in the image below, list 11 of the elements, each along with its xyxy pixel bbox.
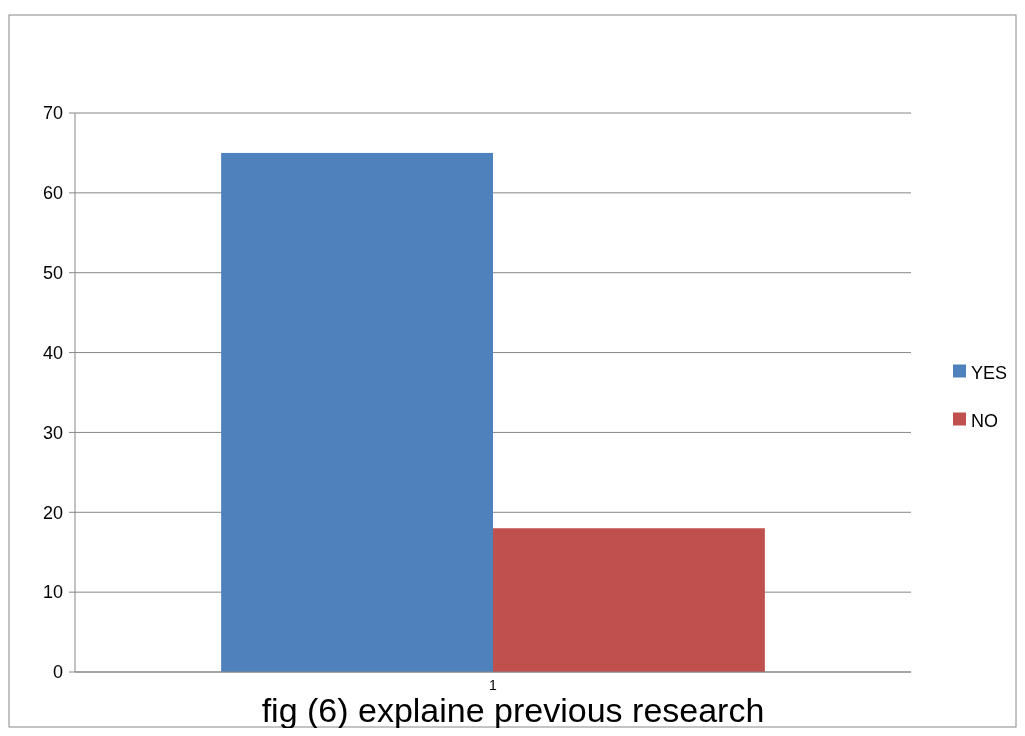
y-tick-label: 10 (42, 582, 63, 603)
legend-label: YES (971, 362, 1008, 383)
y-tick-label: 40 (42, 342, 63, 363)
x-tick-label: 1 (489, 677, 498, 693)
y-tick-label: 30 (42, 422, 63, 443)
legend-label: NO (971, 410, 998, 431)
y-tick-label: 0 (52, 662, 63, 683)
y-tick-label: 50 (42, 263, 63, 284)
y-tick-label: 70 (42, 103, 63, 124)
y-tick-label: 60 (42, 183, 63, 204)
y-tick-label: 20 (42, 502, 63, 523)
